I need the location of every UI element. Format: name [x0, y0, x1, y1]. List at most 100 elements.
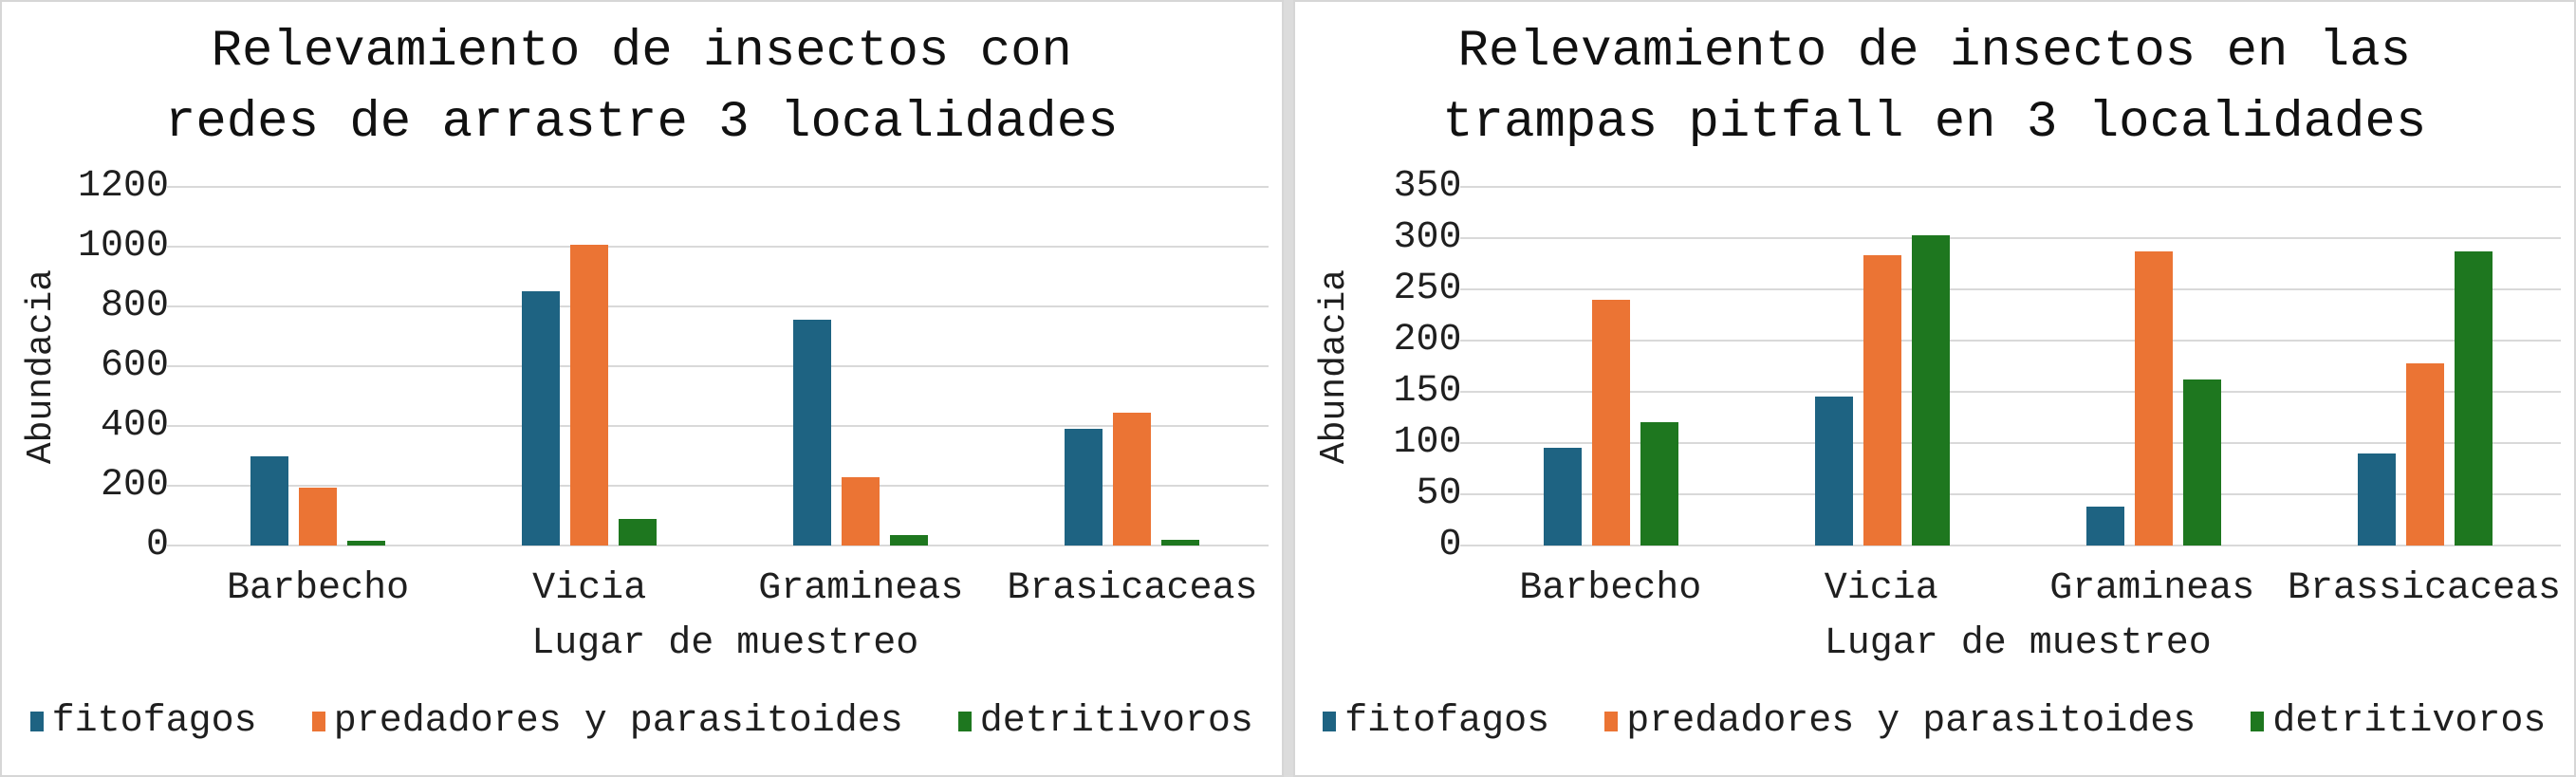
bar-detritivoros-barbecho: [1640, 422, 1678, 546]
chart-panel-right: Relevamiento de insectos en las trampas …: [1292, 0, 2576, 777]
legend-swatch: [2251, 712, 2265, 731]
legend-item-detritivoros: detritivoros: [2251, 700, 2546, 743]
chart-panel-left: Relevamiento de insectos con redes de ar…: [0, 0, 1284, 777]
plot-area: [167, 186, 1269, 546]
gridline: [167, 365, 1269, 367]
y-tick-label: 350: [1393, 165, 1462, 208]
gridline: [1459, 186, 2561, 188]
gridline: [1459, 391, 2561, 393]
bar-fitofagos-gramineas: [793, 320, 832, 546]
gridline: [167, 186, 1269, 188]
x-axis-title: Lugar de muestreo: [1824, 622, 2212, 665]
y-axis-ticks: 0 200 400 600 800 1000 1200: [70, 168, 169, 564]
bar-detritivoros-barbecho: [347, 541, 386, 546]
x-tick-label: Brasicaceas: [1007, 567, 1258, 610]
bar-groups: [182, 187, 1269, 546]
bar-predadores-brasicaceas: [1113, 412, 1152, 546]
legend-swatch: [29, 712, 44, 731]
legend-item-fitofagos: fitofagos: [29, 700, 257, 743]
bar-detritivoros-gramineas: [890, 534, 929, 546]
x-axis-labels: Barbecho Vicia Gramineas Brasicaceas: [182, 567, 1269, 610]
bar-fitofagos-brasicaceas: [1065, 429, 1103, 546]
y-axis-title-text: Abundacia: [1314, 268, 1356, 464]
gridline: [167, 485, 1269, 488]
bar-group-barbecho: [1475, 187, 1747, 546]
chart-title: Relevamiento de insectos con redes de ar…: [164, 23, 1119, 152]
y-tick-label: 600: [100, 344, 169, 387]
bar-predadores-vicia: [570, 245, 609, 546]
y-tick-label: 300: [1393, 216, 1462, 259]
legend-swatch: [1604, 712, 1619, 731]
gridline: [167, 305, 1269, 308]
bar-detritivoros-brassicaceas: [2454, 251, 2493, 546]
bar-group-barbecho: [182, 187, 454, 546]
legend: fitofagos predadores y parasitoides detrit…: [1295, 700, 2575, 743]
x-axis-labels: Barbecho Vicia Gramineas Brassicaceas: [1475, 567, 2561, 610]
bar-group-gramineas: [2018, 187, 2289, 546]
gridline: [167, 246, 1269, 248]
legend-swatch: [311, 712, 325, 731]
legend-item-predadores: predadores y parasitoides: [1604, 700, 2196, 743]
bar-fitofagos-brassicaceas: [2357, 453, 2396, 546]
bar-group-brasicaceas: [996, 187, 1268, 546]
gridline: [167, 545, 1269, 546]
bar-groups: [1475, 187, 2562, 546]
gridline: [1459, 545, 2561, 546]
legend-item-fitofagos: fitofagos: [1323, 700, 1549, 743]
gridline: [1459, 340, 2561, 342]
x-tick-label: Vicia: [1824, 567, 1938, 610]
bar-predadores-barbecho: [299, 487, 338, 546]
y-tick-label: 250: [1393, 268, 1462, 310]
bar-fitofagos-barbecho: [1543, 448, 1582, 546]
bar-group-vicia: [1747, 187, 2018, 546]
y-tick-label: 1200: [77, 165, 169, 208]
bar-predadores-brassicaceas: [2405, 362, 2444, 546]
chart-title: Relevamiento de insectos en las trampas …: [1442, 23, 2427, 152]
legend-swatch: [1323, 712, 1337, 731]
y-tick-label: 200: [100, 464, 169, 507]
legend-label: fitofagos: [1344, 700, 1550, 743]
x-axis-title: Lugar de muestreo: [531, 622, 919, 665]
x-tick-label: Gramineas: [758, 567, 964, 610]
y-tick-label: 150: [1393, 370, 1462, 413]
bar-detritivoros-vicia: [619, 518, 658, 546]
bar-detritivoros-brasicaceas: [1161, 539, 1200, 546]
bar-predadores-gramineas: [842, 476, 880, 546]
legend-label: fitofagos: [51, 700, 257, 743]
legend-label: detritivoros: [2272, 700, 2547, 743]
y-tick-label: 0: [1438, 524, 1462, 566]
x-tick-label: Barbecho: [227, 567, 410, 610]
y-tick-label: 50: [1416, 472, 1462, 515]
bar-fitofagos-gramineas: [2085, 506, 2124, 546]
gridline: [1459, 493, 2561, 496]
bar-fitofagos-vicia: [522, 291, 561, 546]
y-axis-title: Abundacia: [15, 187, 68, 546]
x-tick-label: Brassicaceas: [2287, 567, 2561, 610]
bar-group-vicia: [454, 187, 725, 546]
bar-detritivoros-vicia: [1911, 234, 1950, 546]
y-tick-label: 200: [1393, 319, 1462, 361]
legend-item-detritivoros: detritivoros: [957, 700, 1253, 743]
y-axis-ticks: 0 50 100 150 200 250 300 350: [1363, 168, 1462, 564]
x-tick-label: Gramineas: [2049, 567, 2255, 610]
y-axis-title-text: Abundacia: [21, 268, 63, 464]
bar-predadores-gramineas: [2134, 251, 2173, 546]
bar-detritivoros-gramineas: [2182, 379, 2221, 546]
gridline: [1459, 237, 2561, 239]
legend: fitofagos predadores y parasitoides detrit…: [2, 700, 1282, 743]
y-tick-label: 0: [145, 524, 169, 566]
y-axis-title: Abundacia: [1308, 187, 1362, 546]
legend-label: detritivoros: [979, 700, 1253, 743]
bar-predadores-barbecho: [1591, 299, 1630, 546]
bar-fitofagos-barbecho: [250, 455, 289, 546]
gridline: [167, 425, 1269, 428]
bar-fitofagos-vicia: [1814, 397, 1853, 546]
bar-group-gramineas: [725, 187, 996, 546]
bar-predadores-vicia: [1863, 255, 1901, 546]
legend-item-predadores: predadores y parasitoides: [311, 700, 903, 743]
x-tick-label: Vicia: [532, 567, 647, 610]
bar-group-brassicaceas: [2289, 187, 2561, 546]
y-tick-label: 100: [1393, 421, 1462, 464]
legend-swatch: [957, 712, 972, 731]
y-tick-label: 800: [100, 285, 169, 327]
